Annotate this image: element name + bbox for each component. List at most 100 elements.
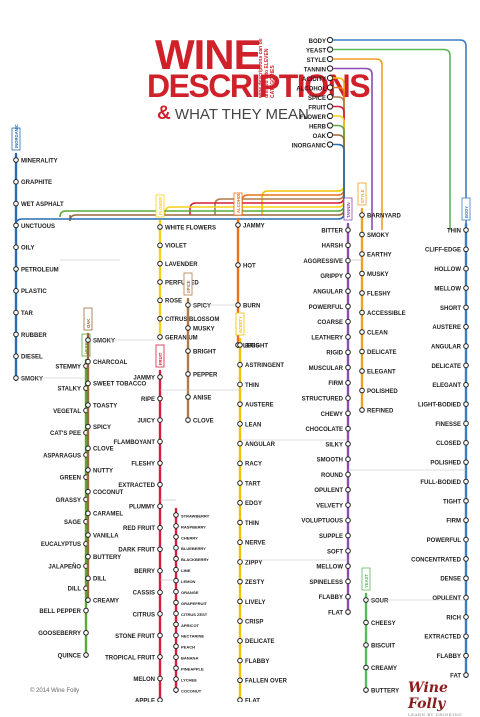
term-acidity: FALLEN OVER <box>245 679 288 685</box>
station-tannin <box>345 441 351 447</box>
station-oak <box>85 467 91 473</box>
term-fruit: BERRY <box>134 569 155 575</box>
term-fruit: CITRUS <box>133 612 155 618</box>
tag-label-flower: FLOWER <box>158 197 163 215</box>
station-fruit_sub <box>173 643 179 650</box>
station-flower <box>157 260 163 267</box>
term-inorganic: GRAPHITE <box>21 180 52 186</box>
station-fruit <box>157 546 163 553</box>
term-tannin: ANGULAR <box>313 290 344 296</box>
station-fruit_sub <box>173 512 179 518</box>
term-oak: CHARCOAL <box>93 360 128 366</box>
term-herb: GOOSEBERRY <box>38 631 81 637</box>
term-inorganic: PLASTIC <box>21 289 47 295</box>
station-body <box>463 420 469 427</box>
brand-logo: Wine Folly LEARN BY DRINKING <box>408 680 480 717</box>
tag-alcohol <box>233 192 243 216</box>
term-fruit_sub: COCONUT <box>181 688 202 693</box>
station-herb <box>83 652 89 658</box>
term-fruit_sub: ORANGE <box>181 590 199 595</box>
term-fruit_sub: LEMON <box>181 579 196 584</box>
category-node-body <box>326 36 334 44</box>
term-oak: COCONUT <box>93 490 124 496</box>
term-body: FINESSE <box>435 422 461 428</box>
station-oak <box>85 380 91 387</box>
term-fruit: FLAMBOYANT <box>114 440 156 446</box>
category-label-flower: FLOWER <box>300 115 327 121</box>
station-fruit_sub <box>173 654 179 660</box>
station-tannin <box>345 425 351 432</box>
term-style: POLISHED <box>367 389 398 395</box>
term-tannin: AGGRESSIVE <box>303 259 343 265</box>
station-style <box>359 309 365 316</box>
term-body: CLOSED <box>436 441 462 447</box>
term-spice: BRIGHT <box>193 349 216 355</box>
term-fruit_sub: BANANA <box>181 656 198 661</box>
category-label-spice: SPICE <box>308 96 326 102</box>
descriptor-map: BODY YEAST STYLE TANNIN ACIDITY ALCOHOL SPICE F… <box>11 36 471 702</box>
tag-label-fruit: FRUIT <box>158 352 163 365</box>
term-tannin: CHOCOLATE <box>305 427 343 433</box>
station-fruit_sub <box>173 566 179 573</box>
term-body: SHORT <box>440 306 461 312</box>
term-fruit_sub: PEACH <box>181 645 195 650</box>
station-flower <box>157 242 163 249</box>
term-acidity: AUSTERE <box>245 403 274 409</box>
term-acidity: THIN <box>245 521 259 527</box>
category-label-acidity: ACIDITY <box>302 77 326 83</box>
page-title-line1: WINE <box>155 31 262 78</box>
tag-label-oak: OAK <box>86 319 91 328</box>
category-node-alcohol <box>326 84 334 91</box>
station-fruit_sub <box>173 555 179 562</box>
station-tannin <box>345 318 351 325</box>
station-tannin <box>345 334 351 340</box>
term-tannin: SILKY <box>325 442 343 448</box>
station-flower <box>157 279 163 285</box>
station-body <box>463 246 469 253</box>
station-herb <box>83 607 89 614</box>
term-tannin: MELLOW <box>316 565 343 571</box>
station-tannin <box>345 288 351 294</box>
term-body: FAT <box>450 673 461 679</box>
term-fruit_sub: BLACKBERRY <box>181 557 209 562</box>
station-acidity <box>237 677 243 684</box>
tag-label-style: STYLE <box>360 189 365 203</box>
station-acidity <box>237 401 243 407</box>
station-oak <box>85 488 91 495</box>
term-body: ELEGANT <box>432 383 461 389</box>
term-tannin: VELVETY <box>316 503 343 509</box>
term-herb: JALAPEÑO <box>48 563 81 570</box>
category-label-herb: HERB <box>309 125 327 131</box>
term-yeast: BISCUIT <box>371 643 395 649</box>
station-tannin <box>345 242 351 249</box>
category-label-fruit: FRUIT <box>308 106 326 112</box>
category-node-spice <box>326 93 334 101</box>
term-style: FLESHY <box>367 291 391 297</box>
station-tannin <box>345 349 351 356</box>
station-fruit <box>157 481 163 488</box>
station-style <box>359 329 365 335</box>
station-fruit_sub <box>173 588 179 595</box>
station-fruit <box>157 654 163 660</box>
term-style: ELEGANT <box>367 369 396 375</box>
station-style <box>359 368 365 374</box>
term-oak: VANILLA <box>93 533 119 539</box>
station-tannin <box>345 303 351 310</box>
term-tannin: OPULENT <box>314 488 343 494</box>
term-herb: QUINCE <box>58 653 81 659</box>
station-fruit_sub <box>173 610 179 617</box>
station-body <box>463 517 469 524</box>
term-body: CONCENTRATED <box>411 557 462 563</box>
term-inorganic: SMOKY <box>21 376 43 382</box>
station-tannin <box>345 486 351 493</box>
station-fruit_sub <box>173 665 179 671</box>
term-fruit: MELON <box>133 677 155 683</box>
station-fruit <box>157 438 163 445</box>
station-body <box>463 401 469 407</box>
term-spice: SPICY <box>193 303 211 309</box>
term-body: LIGHT-BODIED <box>418 403 462 409</box>
station-inorganic <box>13 222 19 229</box>
station-alcohol <box>235 262 241 268</box>
station-body <box>463 362 469 369</box>
term-acidity: EDGY <box>245 501 262 507</box>
